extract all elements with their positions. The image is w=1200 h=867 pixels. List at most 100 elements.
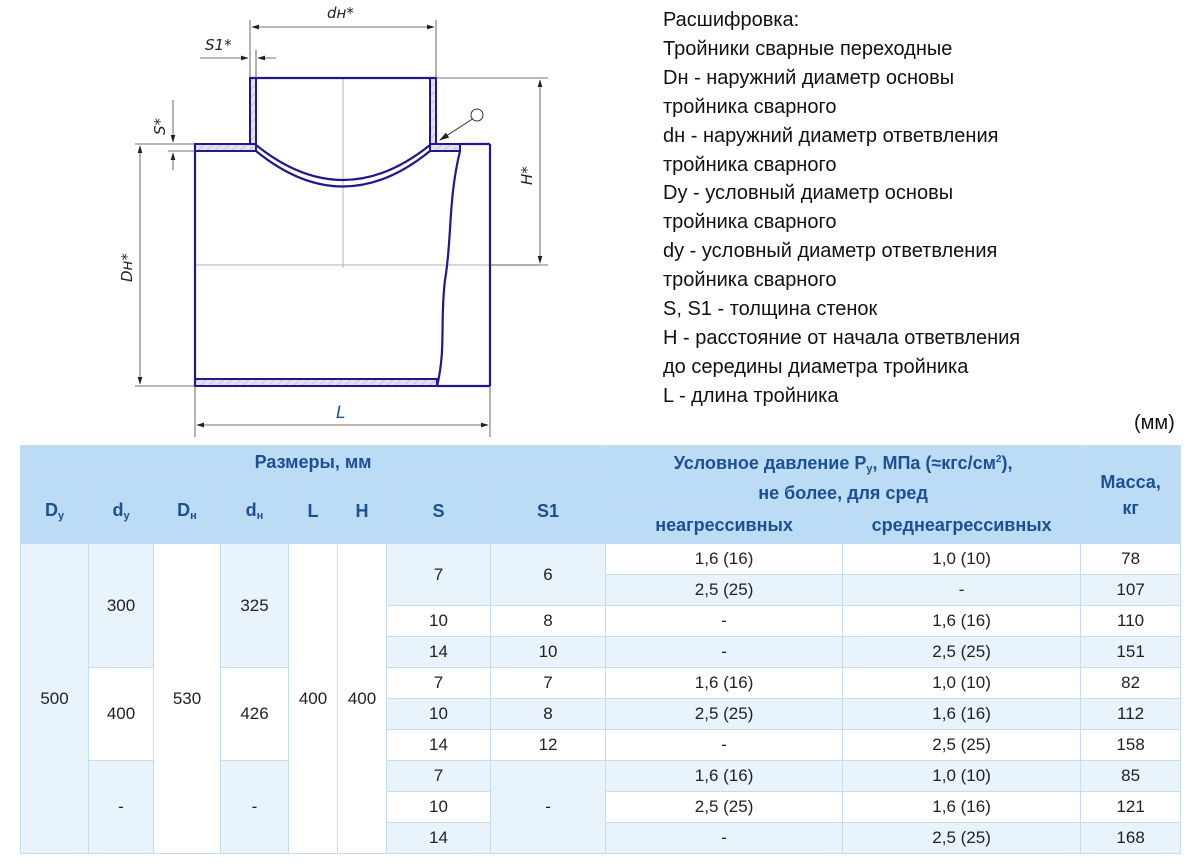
table-row: 14 12 - 2,5 (25) 158 — [21, 729, 1182, 761]
cell-mass: 82 — [1080, 667, 1182, 699]
table-row: 10 8 2,5 (25) 1,6 (16) 112 — [21, 698, 1182, 730]
cell-Dy: 500 — [20, 543, 89, 854]
unit-label: (мм) — [1134, 412, 1175, 434]
legend-line: до середины диаметра тройника — [663, 355, 969, 378]
cell-S1: 7 — [489, 667, 607, 699]
legend-line: Dн - наружний диаметр основы — [663, 66, 955, 89]
cell-S: 14 — [386, 729, 491, 761]
cell-mass: 168 — [1080, 822, 1182, 854]
header-S: S — [386, 478, 491, 544]
cell-p1: - — [605, 636, 844, 668]
cell-S: 14 — [386, 636, 491, 668]
legend-line: dy - условный диаметр ответвления — [663, 240, 998, 263]
cell-p2: 1,6 (16) — [842, 698, 1082, 730]
table-row: 10 2,5 (25) 1,6 (16) 121 — [21, 791, 1182, 823]
cell-mass: 158 — [1080, 729, 1182, 761]
header-non-aggressive: неагрессивных — [605, 507, 844, 544]
legend-title: Расшифровка: — [663, 9, 800, 31]
cell-S1: 12 — [489, 729, 607, 761]
header-mass: Масса, кг — [1080, 445, 1182, 544]
dimensions-table: Размеры, мм Условное давление Pу, МПа (≈… — [19, 445, 1182, 854]
header-dy: dу — [88, 478, 154, 544]
legend-line: Тройники сварные переходные — [663, 37, 953, 60]
centerlines — [195, 78, 540, 268]
header-dn: dн — [220, 478, 289, 544]
cell-mass: 85 — [1080, 760, 1182, 792]
table-row: 14 - 2,5 (25) 168 — [21, 822, 1182, 854]
label-L: L — [336, 403, 345, 423]
legend-line: dн - наружний диаметр ответвления — [663, 124, 999, 147]
cell-dn: - — [220, 760, 289, 854]
table-row: 14 10 - 2,5 (25) 151 — [21, 636, 1182, 668]
label-s: S* — [151, 117, 169, 135]
legend-line: тройника сварного — [663, 95, 837, 118]
cell-S: 10 — [386, 791, 491, 823]
cell-p1: 1,6 (16) — [605, 543, 844, 575]
label-Dn: Dн* — [118, 253, 136, 282]
tee-outline — [193, 76, 492, 388]
cell-p2: 1,0 (10) — [842, 760, 1082, 792]
legend-line: L - длина тройника — [663, 384, 839, 407]
cell-S1: 8 — [489, 605, 607, 637]
cell-mass: 151 — [1080, 636, 1182, 668]
tee-drawing: dн* S1* S* Dн* H* L — [118, 4, 548, 437]
header-Dy: Dу — [20, 478, 89, 544]
header-medium-aggressive: среднеагрессивных — [842, 507, 1082, 544]
cell-p2: 2,5 (25) — [842, 822, 1082, 854]
header-L: L — [288, 478, 338, 544]
cell-mass: 112 — [1080, 698, 1182, 730]
label-dn: dн* — [327, 4, 354, 22]
cell-S1: - — [489, 760, 607, 854]
cell-dy: 400 — [88, 667, 154, 761]
cell-p2: 2,5 (25) — [842, 636, 1082, 668]
cell-p2: 1,0 (10) — [842, 667, 1082, 699]
table-row: 400 426 7 7 1,6 (16) 1,0 (10) 82 — [21, 667, 1182, 761]
legend: Расшифровка: Тройники сварные переходные… — [663, 6, 1020, 411]
cell-p1: 1,6 (16) — [605, 760, 844, 792]
legend-line: S, S1 - толщина стенок — [663, 298, 878, 321]
weld-callout — [439, 108, 484, 141]
cell-dy: - — [88, 760, 154, 854]
cell-S: 14 — [386, 822, 491, 854]
cell-p2: - — [842, 574, 1082, 606]
cell-mass: 110 — [1080, 605, 1182, 637]
table-row: 500 300 530 325 400 400 7 6 1,6 (16) 1,0… — [20, 543, 1182, 854]
header-S1: S1 — [489, 478, 607, 544]
cell-L: 400 — [288, 543, 338, 854]
cell-mass: 121 — [1080, 791, 1182, 823]
cell-S1: 10 — [489, 636, 607, 668]
hatched-walls — [194, 77, 461, 387]
dimension-lines — [135, 20, 548, 437]
legend-line: H - расстояние от начала ответвления — [663, 326, 1021, 349]
cell-S1: 8 — [489, 698, 607, 730]
cell-mass: 78 — [1080, 543, 1182, 575]
cell-mass: 107 — [1080, 574, 1182, 606]
cell-p2: 1,0 (10) — [842, 543, 1082, 575]
cell-p1: 2,5 (25) — [605, 698, 844, 730]
cell-H: 400 — [337, 543, 387, 854]
cell-dy: 300 — [88, 543, 154, 668]
header-Dn: Dн — [153, 478, 221, 544]
label-H: H* — [518, 166, 536, 185]
table-row: - - 7 - 1,6 (16) 1,0 (10) 85 — [21, 760, 1182, 854]
cell-p2: 2,5 (25) — [842, 729, 1082, 761]
cell-S1: 6 — [489, 543, 607, 606]
legend-line: Dy - условный диаметр основы — [663, 182, 954, 205]
cell-p1: - — [605, 605, 844, 637]
cell-p2: 1,6 (16) — [842, 791, 1082, 823]
table-row: 10 8 - 1,6 (16) 110 — [21, 605, 1182, 637]
cell-dn: 325 — [220, 543, 289, 668]
header-sizes: Размеры, мм — [19, 445, 607, 479]
header-pressure: Условное давление Pу, МПа (≈кгс/см2), не… — [605, 445, 1082, 508]
cell-p1: 2,5 (25) — [605, 574, 844, 606]
cell-S: 7 — [386, 760, 491, 792]
cell-S: 10 — [386, 605, 491, 637]
legend-line: тройника сварного — [663, 153, 837, 176]
cell-dn: 426 — [220, 667, 289, 761]
cell-p1: 2,5 (25) — [605, 791, 844, 823]
cell-S: 7 — [386, 667, 491, 699]
cell-p1: 1,6 (16) — [605, 667, 844, 699]
label-s1: S1* — [205, 36, 232, 54]
cell-p2: 1,6 (16) — [842, 605, 1082, 637]
cell-Dn: 530 — [153, 543, 221, 854]
